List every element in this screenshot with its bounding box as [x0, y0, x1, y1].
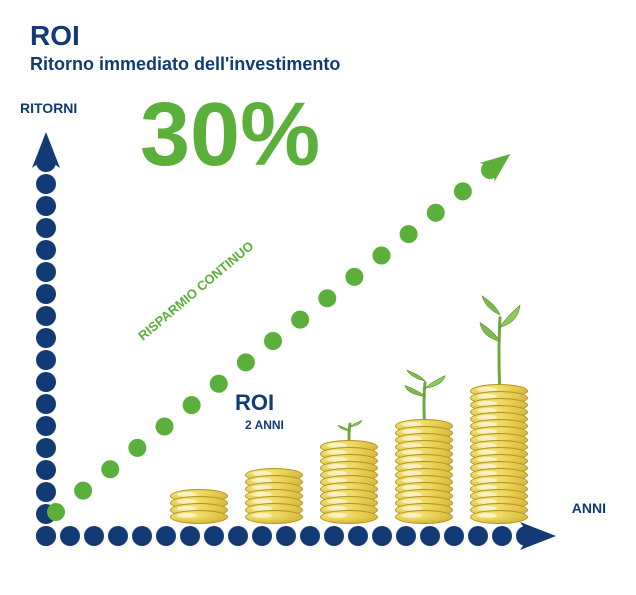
coin-stacks-layer	[0, 0, 636, 595]
infographic-container: ROI Ritorno immediato dell'investimento …	[0, 0, 636, 595]
coin-stack	[320, 447, 378, 524]
coin-stack	[245, 475, 303, 524]
coin-icon	[170, 510, 228, 524]
coin-icon	[395, 510, 453, 524]
coin-icon	[245, 510, 303, 524]
coin-icon	[470, 510, 528, 524]
coin-icon	[320, 510, 378, 524]
coin-stack	[395, 426, 453, 524]
coin-stack	[170, 496, 228, 524]
coin-stack	[470, 391, 528, 524]
